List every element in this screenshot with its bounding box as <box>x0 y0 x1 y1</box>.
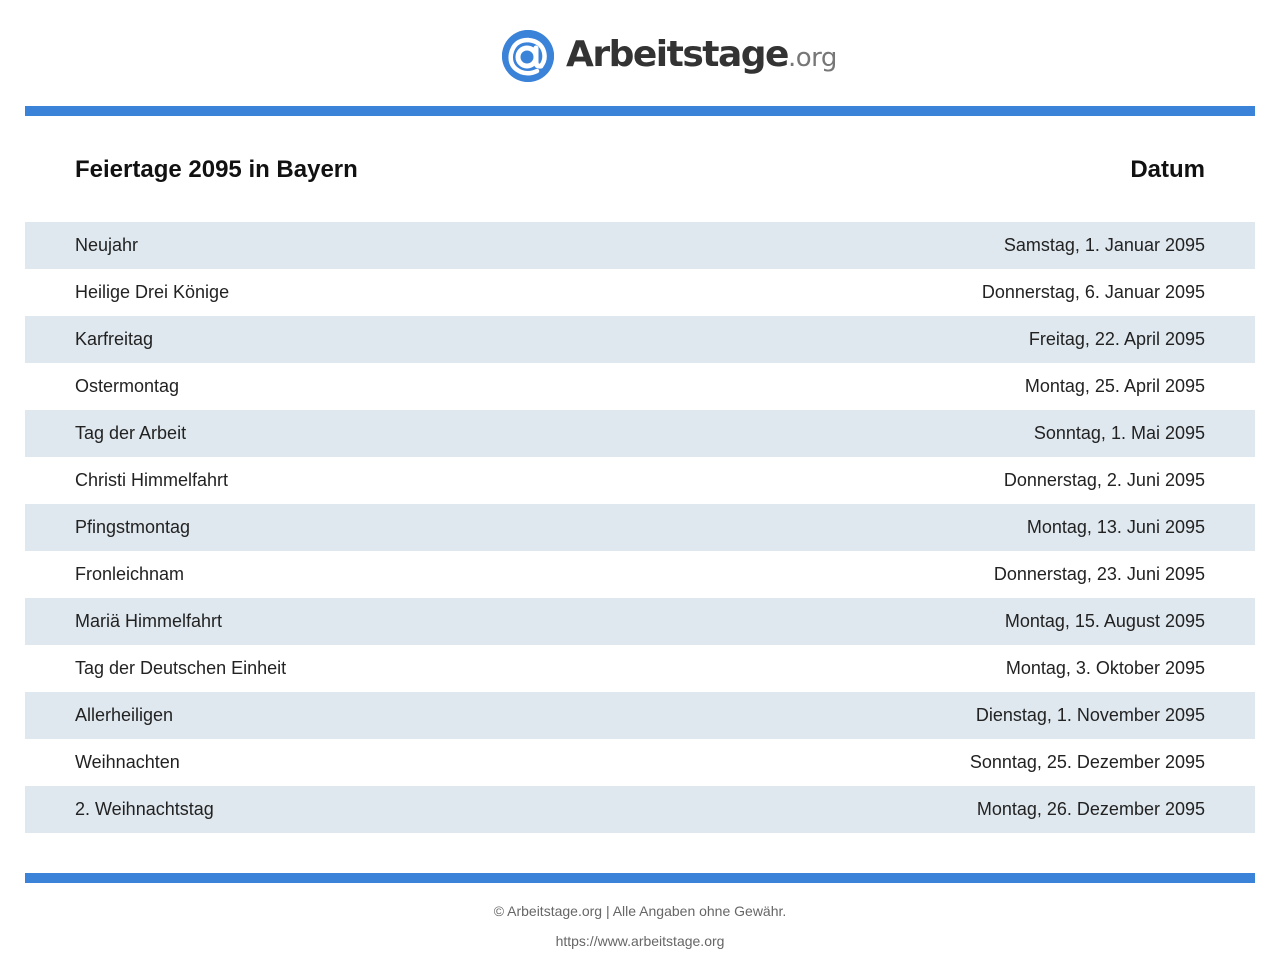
holiday-name: Neujahr <box>75 235 139 255</box>
holiday-table: Neujahr Samstag, 1. Januar 2095 Heilige Dr… <box>25 222 1255 833</box>
table-row: Tag der Arbeit Sonntag, 1. Mai 2095 <box>25 410 1255 457</box>
holiday-name: Heilige Drei Könige <box>75 282 230 302</box>
holiday-date: Montag, 15. August 2095 <box>1004 611 1205 631</box>
holiday-date: Montag, 3. Oktober 2095 <box>1005 658 1205 678</box>
holiday-date: Donnerstag, 2. Juni 2095 <box>1003 470 1205 490</box>
holiday-name: Pfingstmontag <box>75 517 191 537</box>
table-row: Weihnachten Sonntag, 25. Dezember 2095 <box>25 739 1255 786</box>
at-sign-icon <box>502 30 554 82</box>
table-row: Ostermontag Montag, 25. April 2095 <box>25 363 1255 410</box>
table-row: Fronleichnam Donnerstag, 23. Juni 2095 <box>25 551 1255 598</box>
holiday-name: Christi Himmelfahrt <box>75 470 229 490</box>
holiday-name: Ostermontag <box>75 376 180 396</box>
holiday-date: Montag, 26. Dezember 2095 <box>976 799 1205 819</box>
copyright-text: © Arbeitstage.org | Alle Angaben ohne Ge… <box>493 903 787 919</box>
table-row: Allerheiligen Dienstag, 1. November 2095 <box>25 692 1255 739</box>
table-row: Tag der Deutschen Einheit Montag, 3. Okto… <box>25 645 1255 692</box>
holiday-name: Mariä Himmelfahrt <box>75 611 223 631</box>
footer-url-link[interactable]: https://www.arbeitstage.org <box>555 933 725 949</box>
table-row: Karfreitag Freitag, 22. April 2095 <box>25 316 1255 363</box>
holiday-date: Freitag, 22. April 2095 <box>1028 329 1205 349</box>
logo-name: Arbeitstage <box>566 33 789 75</box>
holiday-date: Donnerstag, 23. Juni 2095 <box>993 564 1205 584</box>
holiday-name: Allerheiligen <box>75 705 174 725</box>
table-header: Feiertage 2095 in Bayern Datum <box>25 150 1255 190</box>
holiday-date: Donnerstag, 6. Januar 2095 <box>981 282 1205 302</box>
holiday-name: Tag der Deutschen Einheit <box>75 658 287 678</box>
holiday-date: Dienstag, 1. November 2095 <box>975 705 1205 725</box>
logo-tld: .org <box>787 42 837 73</box>
top-divider <box>25 106 1255 116</box>
holiday-name: Karfreitag <box>75 329 154 349</box>
holiday-date: Montag, 25. April 2095 <box>1024 376 1205 396</box>
holiday-name: Fronleichnam <box>75 564 185 584</box>
site-logo[interactable]: Arbeitstage.org <box>502 30 837 82</box>
page-header: Arbeitstage.org <box>0 0 1280 106</box>
table-row: Pfingstmontag Montag, 13. Juni 2095 <box>25 504 1255 551</box>
table-title: Feiertage 2095 in Bayern <box>75 156 358 183</box>
table-row: Neujahr Samstag, 1. Januar 2095 <box>25 222 1255 269</box>
holiday-date: Montag, 13. Juni 2095 <box>1026 517 1205 537</box>
logo-wordmark: Arbeitstage.org <box>566 29 837 84</box>
date-column-header: Datum <box>1130 156 1205 183</box>
bottom-divider <box>25 873 1255 883</box>
holiday-name: Weihnachten <box>75 752 180 772</box>
page-footer: © Arbeitstage.org | Alle Angaben ohne Ge… <box>0 898 1280 958</box>
table-row: Mariä Himmelfahrt Montag, 15. August 2095 <box>25 598 1255 645</box>
holiday-name: Tag der Arbeit <box>75 423 187 443</box>
holiday-date: Samstag, 1. Januar 2095 <box>1003 235 1205 255</box>
holiday-date: Sonntag, 1. Mai 2095 <box>1033 423 1205 443</box>
holiday-name: 2. Weihnachtstag <box>75 799 214 819</box>
table-row: Heilige Drei Könige Donnerstag, 6. Januar… <box>25 269 1255 316</box>
holiday-date: Sonntag, 25. Dezember 2095 <box>969 752 1205 772</box>
table-row: Christi Himmelfahrt Donnerstag, 2. Juni 2… <box>25 457 1255 504</box>
table-row: 2. Weihnachtstag Montag, 26. Dezember 209… <box>25 786 1255 833</box>
